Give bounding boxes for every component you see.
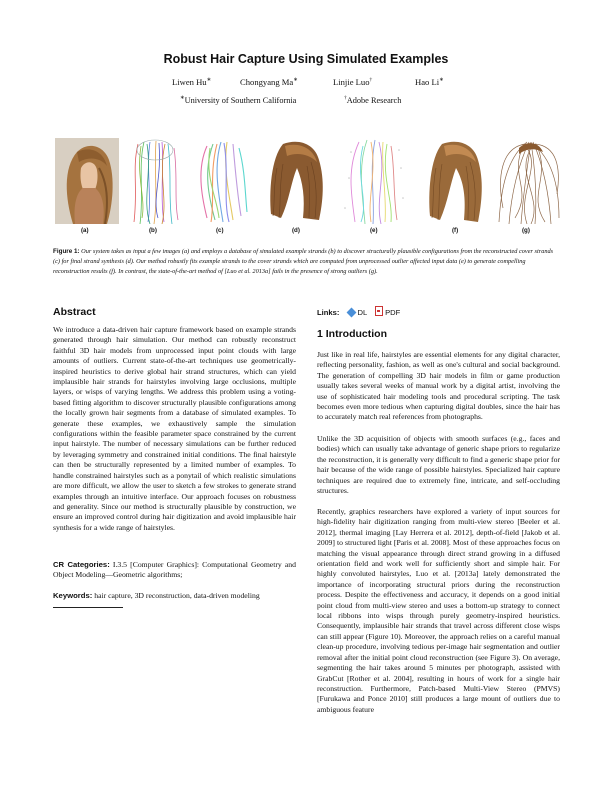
footnote-rule xyxy=(53,607,123,608)
intro-paragraph-1: Just like in real life, hairstyles are e… xyxy=(317,350,560,422)
figure-panel-g-baseline-failure xyxy=(497,138,561,224)
abstract-body: We introduce a data-driven hair capture … xyxy=(53,325,296,532)
figure-panel-c-cover-strands xyxy=(193,138,253,224)
author-3: Linjie Luo† xyxy=(333,77,373,87)
panel-label-f: (f) xyxy=(452,227,459,234)
panel-label-d: (d) xyxy=(292,227,300,234)
intro-paragraph-2: Unlike the 3D acquisition of objects wit… xyxy=(317,434,560,496)
cr-categories: CR Categories: I.3.5 [Computer Graphics]… xyxy=(53,560,296,581)
links-row: Links: DL PDF xyxy=(317,306,401,318)
panel-label-a: (a) xyxy=(81,227,89,234)
keywords: Keywords: hair capture, 3D reconstructio… xyxy=(53,591,296,601)
cr-categories-value: I.3.5 [Computer Graphics]: Computational… xyxy=(53,560,296,580)
cr-categories-label: CR Categories: xyxy=(53,560,110,569)
figure-panel-b-example-strands xyxy=(128,138,182,224)
dl-icon xyxy=(346,307,356,318)
paper-title: Robust Hair Capture Using Simulated Exam… xyxy=(163,52,449,66)
introduction-heading: 1 Introduction xyxy=(317,328,387,340)
figure-panel-e-input-point-cloud xyxy=(341,138,409,224)
author-4: Hao Li∗ xyxy=(415,77,444,87)
figure-caption-head: Figure 1: xyxy=(53,248,80,255)
figure-panel-a-photo xyxy=(55,138,119,224)
author-1: Liwen Hu∗ xyxy=(172,77,212,87)
figure-panel-d-synthesized-hair xyxy=(263,138,331,224)
keywords-value: hair capture, 3D reconstruction, data-dr… xyxy=(94,591,260,600)
affiliation-adobe: †Adobe Research xyxy=(344,95,402,105)
affiliation-usc: ∗University of Southern California xyxy=(180,95,297,105)
panel-label-g: (g) xyxy=(522,227,530,234)
panel-label-b: (b) xyxy=(149,227,157,234)
figure-caption-body: Our system takes as input a few images (… xyxy=(53,248,554,275)
figure-caption: Figure 1: Our system takes as input a fe… xyxy=(53,247,560,277)
panel-label-c: (c) xyxy=(216,227,224,234)
figure-panel-f-reconstruction xyxy=(424,138,488,224)
abstract-heading: Abstract xyxy=(53,306,96,318)
pdf-link[interactable]: PDF xyxy=(385,308,401,317)
keywords-label: Keywords: xyxy=(53,591,93,600)
author-2: Chongyang Ma∗ xyxy=(240,77,298,87)
intro-paragraph-3: Recently, graphics researchers have expl… xyxy=(317,507,560,714)
pdf-icon xyxy=(375,306,384,316)
panel-label-e: (e) xyxy=(370,227,378,234)
links-label: Links: xyxy=(317,308,340,317)
dl-link[interactable]: DL xyxy=(357,308,367,317)
